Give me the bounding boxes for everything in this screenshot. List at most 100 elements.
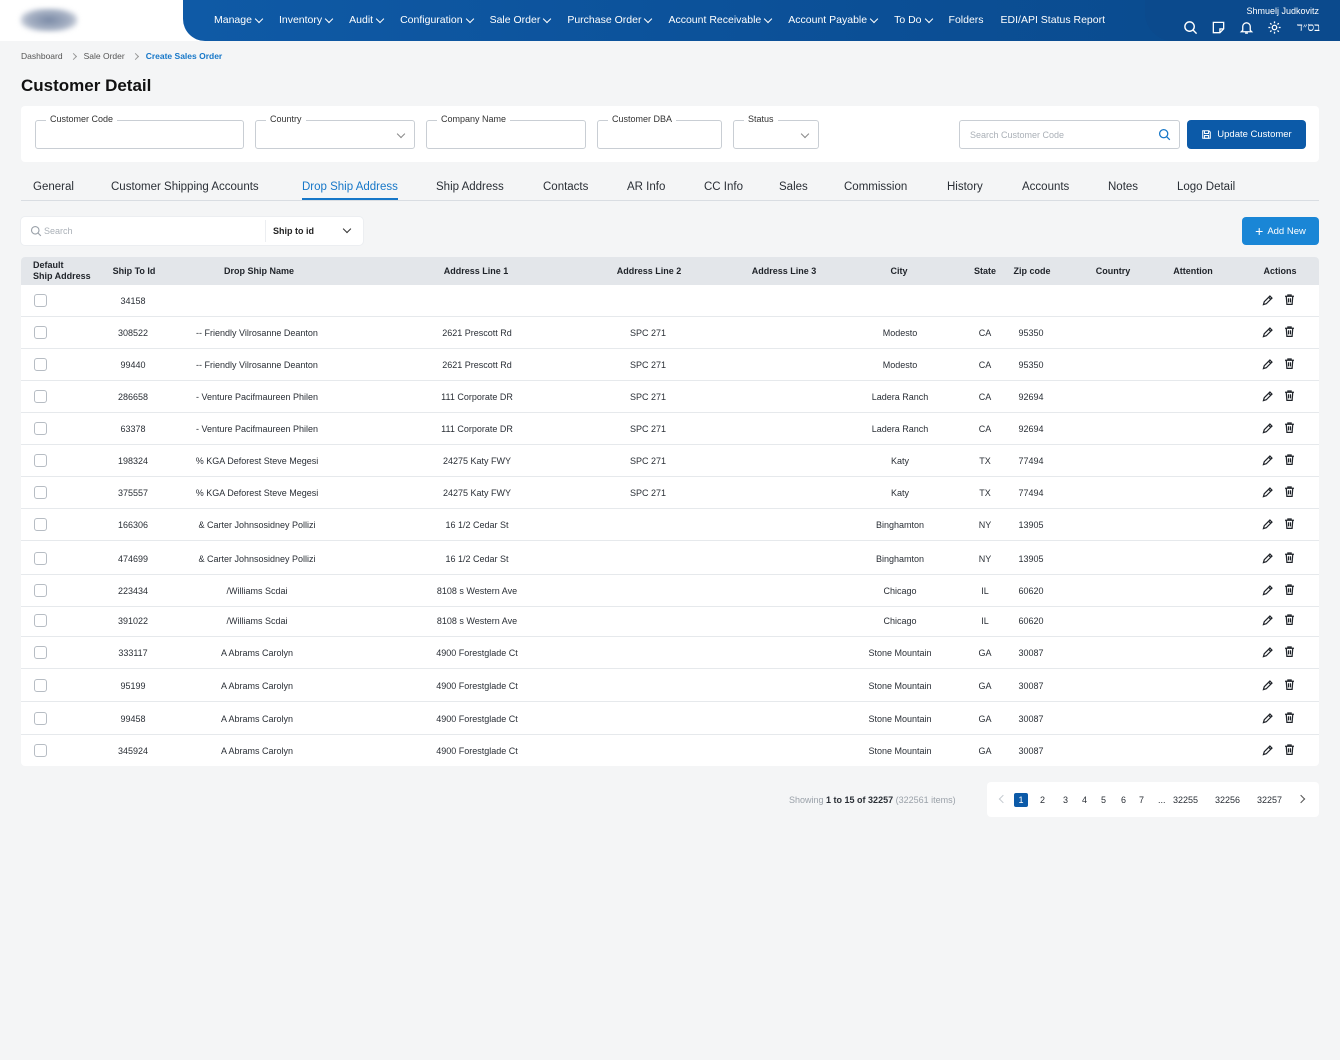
company-name-field[interactable]: Company Name [426, 114, 586, 149]
status-select[interactable]: Status [733, 114, 819, 149]
edit-icon[interactable] [1261, 326, 1274, 339]
nav-item-sale-order[interactable]: Sale Order [490, 14, 552, 26]
delete-icon[interactable] [1283, 613, 1296, 627]
default-ship-address-checkbox[interactable] [34, 679, 47, 692]
nav-item-inventory[interactable]: Inventory [279, 14, 334, 26]
edit-icon[interactable] [1261, 679, 1274, 692]
edit-icon[interactable] [1261, 518, 1274, 531]
nav-item-purchase-order[interactable]: Purchase Order [567, 14, 653, 26]
nav-item-audit[interactable]: Audit [349, 14, 385, 26]
default-ship-address-checkbox[interactable] [34, 486, 47, 499]
tab-ar-info[interactable]: AR Info [627, 181, 666, 193]
default-ship-address-checkbox[interactable] [34, 712, 47, 725]
edit-icon[interactable] [1261, 552, 1274, 565]
default-ship-address-checkbox[interactable] [34, 518, 47, 531]
tab-history[interactable]: History [947, 181, 983, 193]
default-ship-address-checkbox[interactable] [34, 422, 47, 435]
chevron-left-icon[interactable] [998, 794, 1008, 804]
column-attention[interactable]: Attention [1173, 265, 1213, 276]
default-ship-address-checkbox[interactable] [34, 584, 47, 597]
delete-icon[interactable] [1283, 453, 1296, 467]
nav-item-edi-api-status-report[interactable]: EDI/API Status Report [1001, 14, 1105, 26]
default-ship-address-checkbox[interactable] [34, 454, 47, 467]
tab-ship-address[interactable]: Ship Address [436, 181, 504, 193]
tab-customer-shipping-accounts[interactable]: Customer Shipping Accounts [111, 181, 259, 193]
breadcrumb-sale-order[interactable]: Sale Order [83, 51, 125, 61]
edit-icon[interactable] [1261, 390, 1274, 403]
nav-item-folders[interactable]: Folders [949, 14, 984, 26]
delete-icon[interactable] [1283, 389, 1296, 403]
nav-item-configuration[interactable]: Configuration [400, 14, 474, 26]
nav-item-account-payable[interactable]: Account Payable [788, 14, 879, 26]
customer-code-field[interactable]: Customer Code [35, 114, 244, 149]
delete-icon[interactable] [1283, 517, 1296, 531]
delete-icon[interactable] [1283, 325, 1296, 339]
page-button-32257[interactable]: 32257 [1257, 795, 1283, 805]
delete-icon[interactable] [1283, 293, 1296, 307]
delete-icon[interactable] [1283, 678, 1296, 692]
edit-icon[interactable] [1261, 358, 1274, 371]
page-button-5[interactable]: 5 [1101, 795, 1107, 805]
customer-dba-field[interactable]: Customer DBA [597, 114, 722, 149]
search-icon[interactable] [1183, 20, 1198, 35]
edit-icon[interactable] [1261, 744, 1274, 757]
column-drop-ship-name[interactable]: Drop Ship Name [223, 265, 295, 276]
delete-icon[interactable] [1283, 645, 1296, 659]
edit-icon[interactable] [1261, 646, 1274, 659]
delete-icon[interactable] [1283, 357, 1296, 371]
page-button-32256[interactable]: 32256 [1215, 795, 1241, 805]
column-country[interactable]: Country [1095, 265, 1131, 276]
default-ship-address-checkbox[interactable] [34, 614, 47, 627]
notes-icon[interactable] [1211, 20, 1226, 35]
page-button-7[interactable]: 7 [1139, 795, 1145, 805]
default-ship-address-checkbox[interactable] [34, 390, 47, 403]
default-ship-address-checkbox[interactable] [34, 326, 47, 339]
edit-icon[interactable] [1261, 712, 1274, 725]
nav-item-account-receivable[interactable]: Account Receivable [668, 14, 773, 26]
breadcrumb-create-sales-order[interactable]: Create Sales Order [145, 51, 223, 61]
edit-icon[interactable] [1261, 422, 1274, 435]
delete-icon[interactable] [1283, 551, 1296, 565]
column-address-line-3[interactable]: Address Line 3 [751, 265, 817, 276]
page-button-4[interactable]: 4 [1082, 795, 1088, 805]
chevron-right-icon[interactable] [1296, 794, 1306, 804]
column-ship-to-id[interactable]: Ship To Id [112, 265, 156, 276]
column-address-line-2[interactable]: Address Line 2 [616, 265, 682, 276]
country-select[interactable]: Country [255, 114, 415, 149]
delete-icon[interactable] [1283, 485, 1296, 499]
column-zip-code[interactable]: Zip code [1013, 265, 1051, 276]
add-new-button[interactable]: + Add New [1242, 217, 1319, 245]
page-button-1[interactable]: 1 [1014, 793, 1028, 807]
edit-icon[interactable] [1261, 294, 1274, 307]
search-icon[interactable] [1158, 128, 1171, 141]
column-state[interactable]: State [973, 265, 997, 276]
tab-cc-info[interactable]: CC Info [704, 181, 743, 193]
delete-icon[interactable] [1283, 711, 1296, 725]
edit-icon[interactable] [1261, 454, 1274, 467]
column-default-ship-address[interactable]: Default Ship Address [33, 257, 91, 285]
page-button-3[interactable]: 3 [1063, 795, 1069, 805]
delete-icon[interactable] [1283, 421, 1296, 435]
page-button-2[interactable]: 2 [1040, 795, 1046, 805]
delete-icon[interactable] [1283, 743, 1296, 757]
search-customer-input[interactable] [960, 121, 1140, 148]
tab-commission[interactable]: Commission [844, 181, 908, 193]
nav-item-to-do[interactable]: To Do [894, 14, 933, 26]
default-ship-address-checkbox[interactable] [34, 744, 47, 757]
edit-icon[interactable] [1261, 486, 1274, 499]
table-search-input[interactable] [44, 221, 244, 241]
tab-notes[interactable]: Notes [1108, 181, 1139, 193]
default-ship-address-checkbox[interactable] [34, 552, 47, 565]
search-field-select[interactable]: Ship to id [265, 220, 360, 242]
edit-icon[interactable] [1261, 584, 1274, 597]
edit-icon[interactable] [1261, 614, 1274, 627]
tab-drop-ship-address[interactable]: Drop Ship Address [302, 181, 398, 200]
column-city[interactable]: City [890, 265, 908, 276]
tab-contacts[interactable]: Contacts [543, 181, 589, 193]
bell-icon[interactable] [1239, 20, 1254, 35]
column-address-line-1[interactable]: Address Line 1 [443, 265, 509, 276]
delete-icon[interactable] [1283, 583, 1296, 597]
user-name[interactable]: Shmuelj Judkovitz [1246, 6, 1319, 16]
default-ship-address-checkbox[interactable] [34, 646, 47, 659]
company-logo[interactable] [20, 8, 78, 32]
